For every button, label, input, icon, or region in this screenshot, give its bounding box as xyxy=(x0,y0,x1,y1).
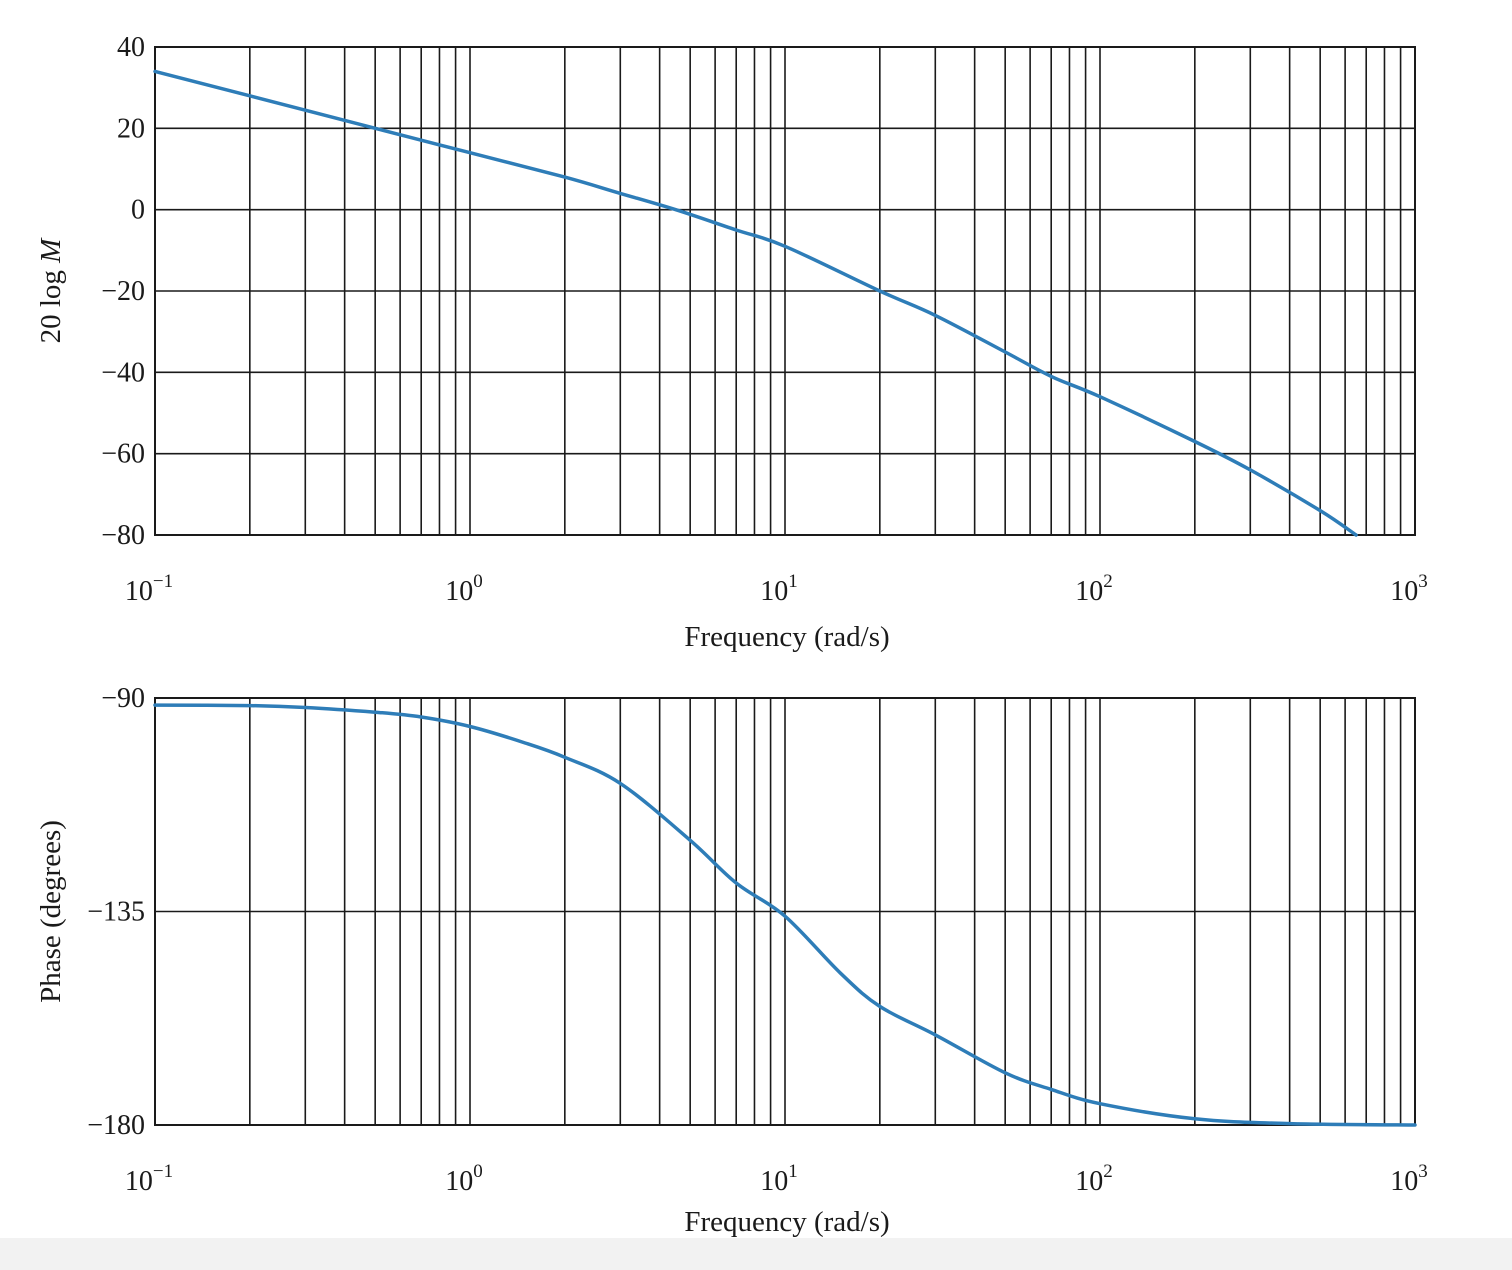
y-axis-title: 20 log M xyxy=(35,237,67,344)
x-tick-base: 10 xyxy=(760,576,788,607)
x-axis-title: Frequency (rad/s) xyxy=(684,1206,889,1238)
x-tick-label: 102 xyxy=(1075,1161,1113,1197)
x-tick-exponent: 2 xyxy=(1103,571,1113,592)
x-tick-exponent: 0 xyxy=(473,571,483,592)
y-tick-label: −40 xyxy=(101,357,145,388)
x-tick-base: 10 xyxy=(1390,1166,1418,1197)
phase-curve xyxy=(153,703,1417,1127)
x-tick-exponent: −1 xyxy=(153,571,173,592)
y-tick-label: −80 xyxy=(101,520,145,551)
x-tick-label: 102 xyxy=(1075,571,1113,607)
x-tick-label: 103 xyxy=(1390,571,1428,607)
plot-frame xyxy=(154,697,1416,1126)
bottom-band xyxy=(0,1238,1512,1270)
magnitude-curve xyxy=(153,69,1358,537)
x-tick-label: 100 xyxy=(445,571,483,607)
y-tick-label: 20 xyxy=(117,113,145,144)
x-tick-label: 103 xyxy=(1390,1161,1428,1197)
x-tick-base: 10 xyxy=(760,1166,788,1197)
y-tick-label: 0 xyxy=(131,195,145,226)
x-tick-label: 10−1 xyxy=(125,1161,173,1197)
x-tick-base: 10 xyxy=(125,1166,153,1197)
x-tick-label: 101 xyxy=(760,1161,798,1197)
x-tick-base: 10 xyxy=(445,576,473,607)
x-tick-base: 10 xyxy=(125,576,153,607)
x-tick-exponent: 3 xyxy=(1418,571,1428,592)
x-tick-exponent: 3 xyxy=(1418,1161,1428,1182)
y-tick-label: −180 xyxy=(87,1110,145,1141)
y-tick-label: −135 xyxy=(87,897,145,928)
x-tick-exponent: 2 xyxy=(1103,1161,1113,1182)
x-tick-base: 10 xyxy=(445,1166,473,1197)
y-axis-title: Phase (degrees) xyxy=(35,820,67,1003)
x-tick-label: 10−1 xyxy=(125,571,173,607)
x-tick-base: 10 xyxy=(1075,1166,1103,1197)
x-axis-title: Frequency (rad/s) xyxy=(684,621,889,653)
plot-frame xyxy=(154,46,1416,536)
x-tick-exponent: 0 xyxy=(473,1161,483,1182)
x-tick-base: 10 xyxy=(1390,576,1418,607)
y-grid xyxy=(155,127,1415,455)
y-tick-label: −20 xyxy=(101,276,145,307)
x-tick-exponent: 1 xyxy=(788,1161,798,1182)
x-tick-label: 100 xyxy=(445,1161,483,1197)
x-tick-exponent: 1 xyxy=(788,571,798,592)
x-tick-base: 10 xyxy=(1075,576,1103,607)
y-tick-label: 40 xyxy=(117,32,145,63)
y-tick-label: −60 xyxy=(101,439,145,470)
x-tick-label: 101 xyxy=(760,571,798,607)
x-tick-exponent: −1 xyxy=(153,1161,173,1182)
y-tick-label: −90 xyxy=(101,683,145,714)
